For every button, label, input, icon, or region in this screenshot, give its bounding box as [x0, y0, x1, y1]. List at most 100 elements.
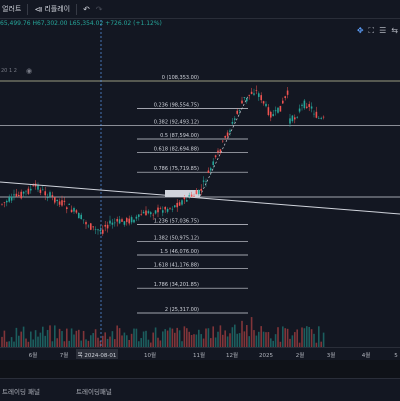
- volume-bar: [157, 337, 159, 347]
- trading-panel-tab[interactable]: 트레이딩 패널: [2, 388, 40, 396]
- volume-bar: [234, 324, 236, 347]
- candle-body: [78, 213, 80, 219]
- candle-body: [44, 191, 46, 196]
- candle-body: [159, 208, 162, 209]
- toolbar-divider: [76, 3, 78, 15]
- volume-bar: [188, 331, 190, 347]
- volume-bar: [135, 328, 138, 347]
- fib-level-label: 1.786 (34,201.85): [154, 282, 199, 288]
- volume-bar: [106, 338, 109, 347]
- volume-bar: [121, 335, 123, 347]
- candle-body: [49, 192, 51, 197]
- volume-bar: [186, 328, 188, 347]
- panel-gap: [0, 360, 400, 378]
- candle-body: [130, 217, 133, 223]
- candle-body: [147, 211, 150, 214]
- candle-body: [85, 222, 87, 225]
- volume-bar: [49, 325, 51, 347]
- volume-bar: [164, 329, 166, 347]
- volume-bar: [13, 341, 15, 347]
- fibonacci-retracement[interactable]: 0 (108,353.00) 0.236 (98,554.75) 0.382 (92…: [0, 75, 400, 314]
- volume-bar: [15, 327, 18, 347]
- candle-body: [68, 203, 70, 205]
- volume-bar: [310, 329, 313, 347]
- replay-button[interactable]: ⧏ 리플레이: [34, 4, 70, 14]
- candle-body: [176, 202, 178, 208]
- volume-bar: [32, 339, 34, 347]
- volume-bar: [142, 331, 145, 347]
- volume-bar: [3, 330, 6, 347]
- volume-bar: [99, 340, 102, 347]
- date-highlight-box: [76, 349, 118, 359]
- undo-icon: ↶: [83, 4, 90, 14]
- volume-bar: [22, 326, 25, 347]
- volume-bar: [147, 339, 150, 347]
- volume-bar: [90, 335, 92, 347]
- volume-bar: [236, 333, 238, 347]
- top-toolbar: 얼러트 ⧏ 리플레이 ↶ ↷: [0, 0, 400, 19]
- candle-body: [70, 209, 73, 213]
- volume-bar: [116, 325, 118, 347]
- redo-icon: ↷: [95, 4, 103, 14]
- volume-bar: [200, 334, 202, 347]
- candle-body: [32, 185, 34, 187]
- candle-body: [39, 189, 42, 193]
- candle-body: [80, 214, 82, 220]
- time-axis-label: 2월: [296, 351, 305, 359]
- volume-bar: [104, 332, 106, 347]
- candle-body: [313, 113, 315, 115]
- crosshair-icon[interactable]: ✥: [356, 26, 364, 35]
- candle-body: [214, 155, 217, 158]
- fullscreen-icon[interactable]: ⛶: [368, 26, 375, 35]
- candle-body: [94, 229, 97, 230]
- volume-bar: [18, 335, 20, 347]
- volume-bar: [27, 341, 30, 347]
- candle-body: [22, 191, 25, 194]
- candle-body: [202, 180, 205, 182]
- eye-icon[interactable]: ◉: [26, 67, 33, 75]
- trend-line[interactable]: [0, 181, 400, 215]
- candle-body: [190, 194, 193, 197]
- volume-bar: [294, 332, 296, 347]
- fib-diagonal-line[interactable]: [199, 95, 249, 197]
- candle-body: [253, 93, 255, 95]
- settings-icon[interactable]: ☰: [379, 26, 387, 35]
- time-axis-label: 10월: [144, 351, 156, 359]
- volume-bar: [166, 330, 169, 347]
- volume-bar: [265, 332, 267, 347]
- volume-bar: [282, 326, 284, 347]
- candle-body: [8, 197, 10, 202]
- volume-bar: [229, 333, 231, 347]
- toolbar-divider: [27, 3, 29, 15]
- candle-body: [164, 206, 166, 210]
- expand-icon[interactable]: ⇆: [391, 26, 398, 35]
- volume-bar: [195, 334, 198, 347]
- candle-body: [219, 149, 222, 153]
- volume-bar: [171, 328, 174, 347]
- redo-button[interactable]: ↷: [96, 5, 103, 14]
- fib-level-label: 0.786 (75,719.85): [154, 166, 199, 172]
- fib-level-label: 1.5 (46,076.00): [160, 249, 199, 255]
- candle-body: [116, 218, 118, 222]
- volume-bar: [145, 330, 147, 347]
- candle-body: [205, 181, 207, 183]
- candle-body: [188, 195, 190, 198]
- candle-body: [279, 105, 282, 112]
- volume-bar: [94, 329, 97, 347]
- volume-bar: [260, 326, 262, 347]
- fib-level-label: 1.236 (57,036.75): [154, 218, 199, 224]
- bottom-panel: 트레이딩 패널 트레이딩패널: [0, 378, 400, 401]
- trading-panel-tab-2[interactable]: 트레이딩패널: [76, 388, 112, 396]
- volume-bar: [262, 331, 265, 347]
- candle-body: [267, 107, 270, 116]
- volume-bar: [39, 332, 42, 347]
- candle-body: [42, 189, 44, 191]
- alert-button[interactable]: 얼러트: [2, 4, 21, 14]
- volume-bar: [284, 328, 286, 347]
- volume-bar: [123, 332, 126, 347]
- fib-level-highlight: [165, 190, 200, 197]
- candle-body: [162, 210, 164, 213]
- volume-bar: [183, 326, 186, 347]
- undo-button[interactable]: ↶: [83, 5, 90, 14]
